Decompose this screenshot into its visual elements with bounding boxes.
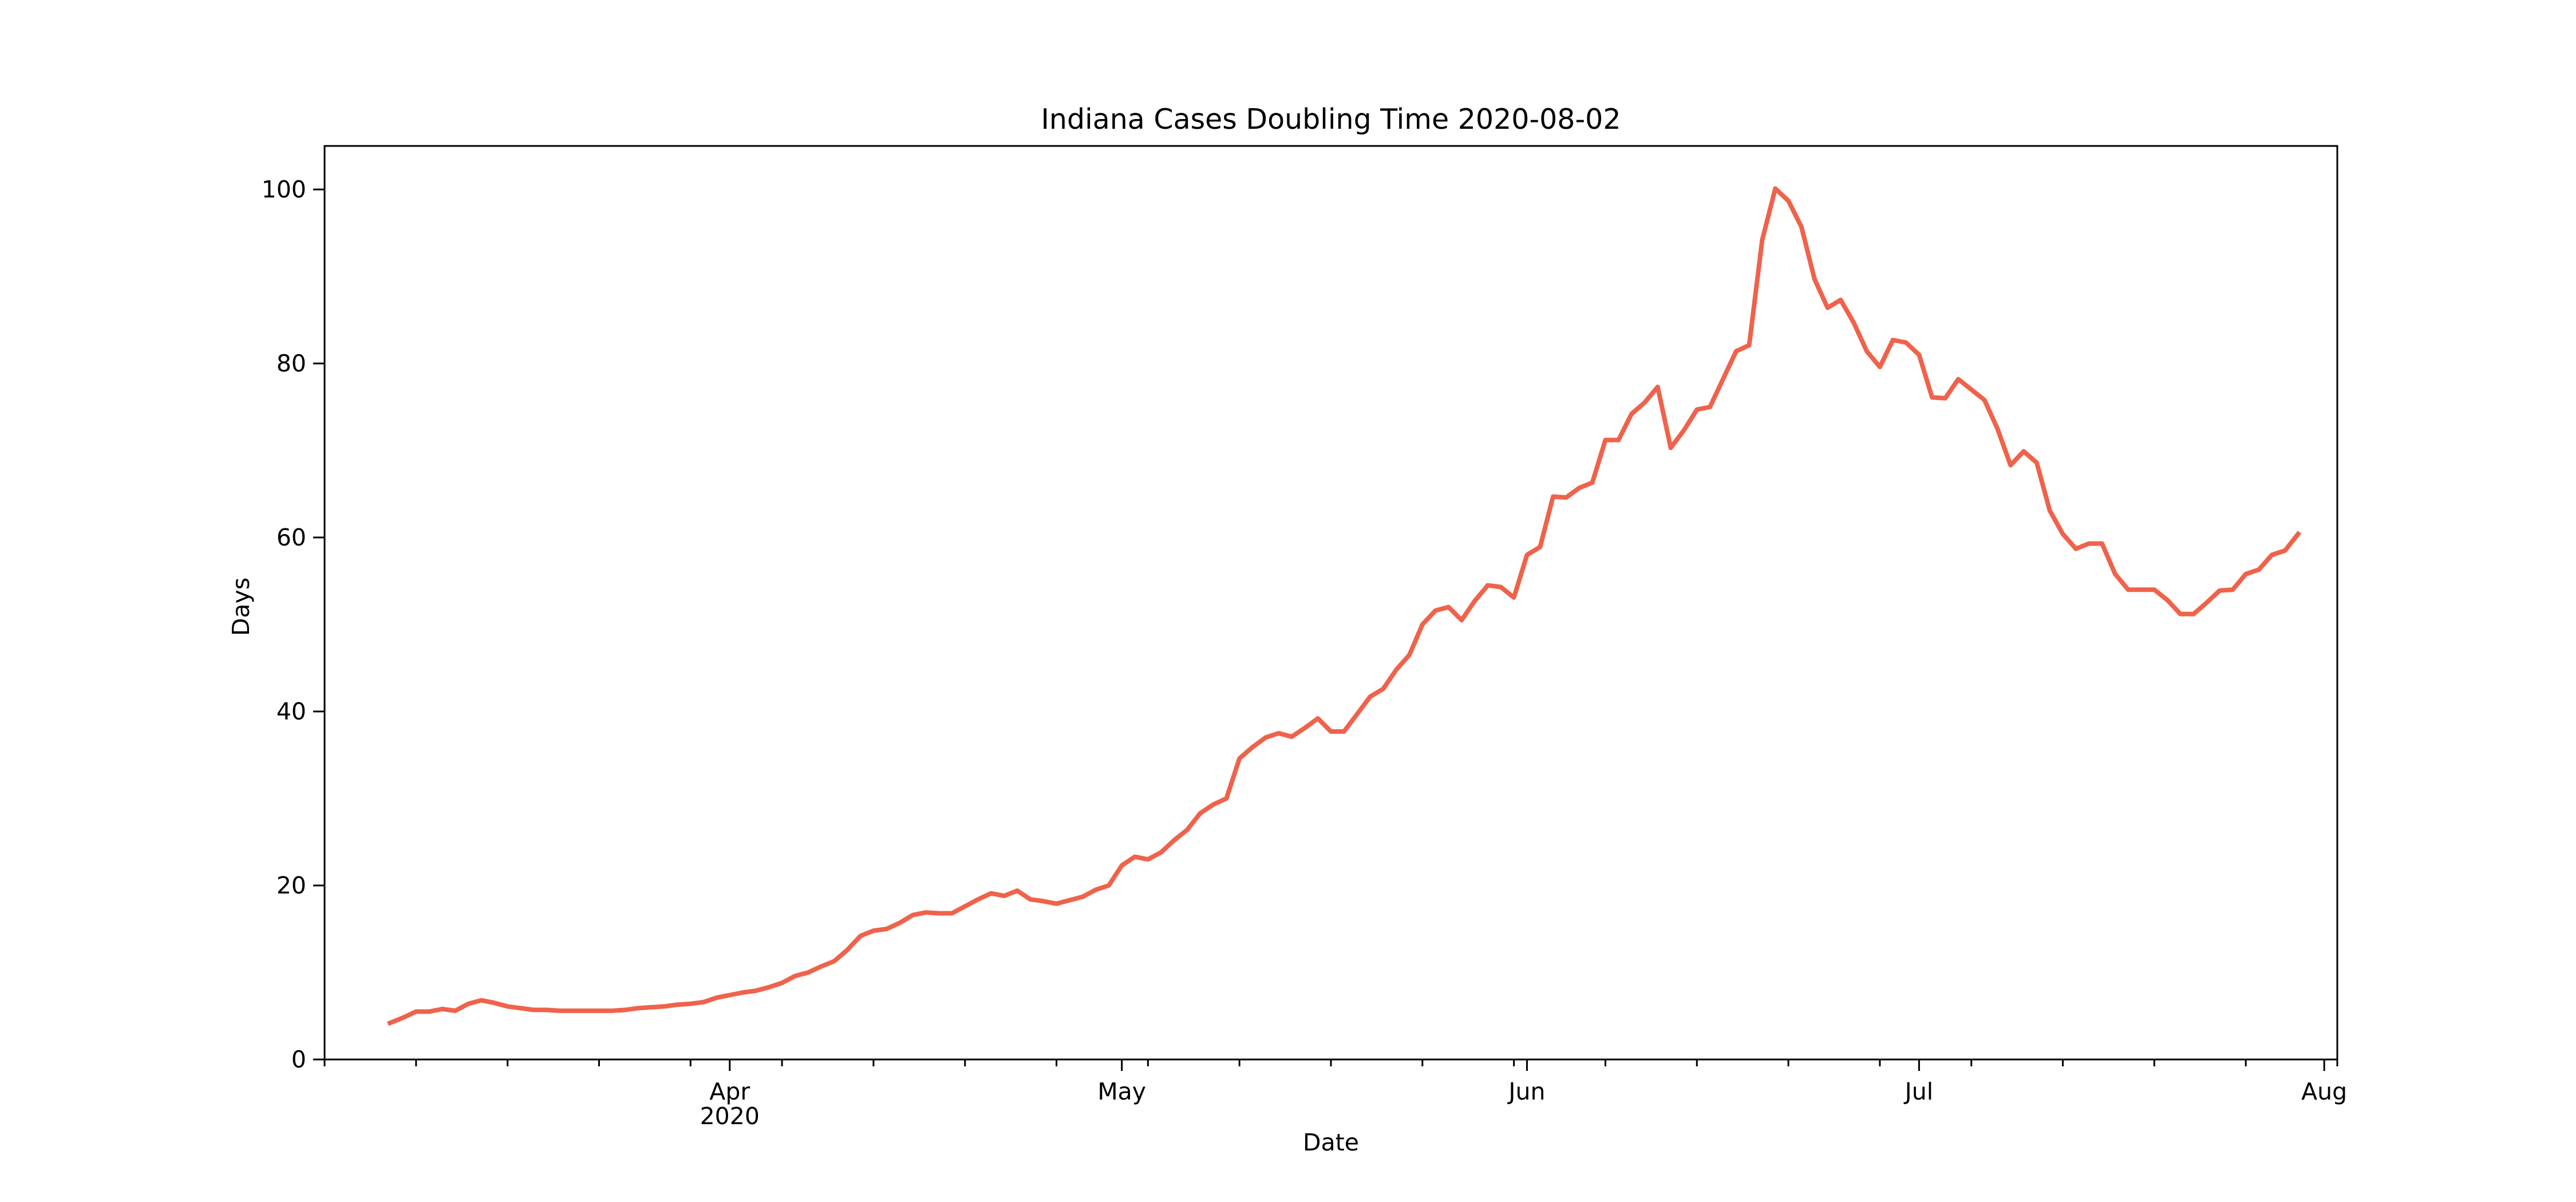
y-tick-label: 60 <box>276 524 306 551</box>
y-tick-label: 0 <box>291 1046 306 1073</box>
x-tick-label: May <box>1097 1078 1146 1105</box>
axes-frame <box>323 145 2338 1061</box>
series-line-0 <box>386 186 2302 1026</box>
x-tick-label: Jul <box>1903 1078 1933 1105</box>
y-tick-label: 80 <box>276 350 306 377</box>
y-tick-label: 20 <box>276 872 306 899</box>
x-tick-label: Aug <box>2301 1078 2347 1105</box>
x-tick-label: Apr <box>709 1078 750 1105</box>
y-tick-label: 100 <box>262 176 306 203</box>
y-axis-label: Days <box>227 578 255 636</box>
y-tick-label: 40 <box>276 698 306 725</box>
chart-title: Indiana Cases Doubling Time 2020-08-02 <box>1041 103 1621 136</box>
x-tick-label: Jun <box>1507 1078 1545 1105</box>
x-tick-sublabel: 2020 <box>700 1102 760 1130</box>
x-axis-label: Date <box>1303 1129 1359 1156</box>
